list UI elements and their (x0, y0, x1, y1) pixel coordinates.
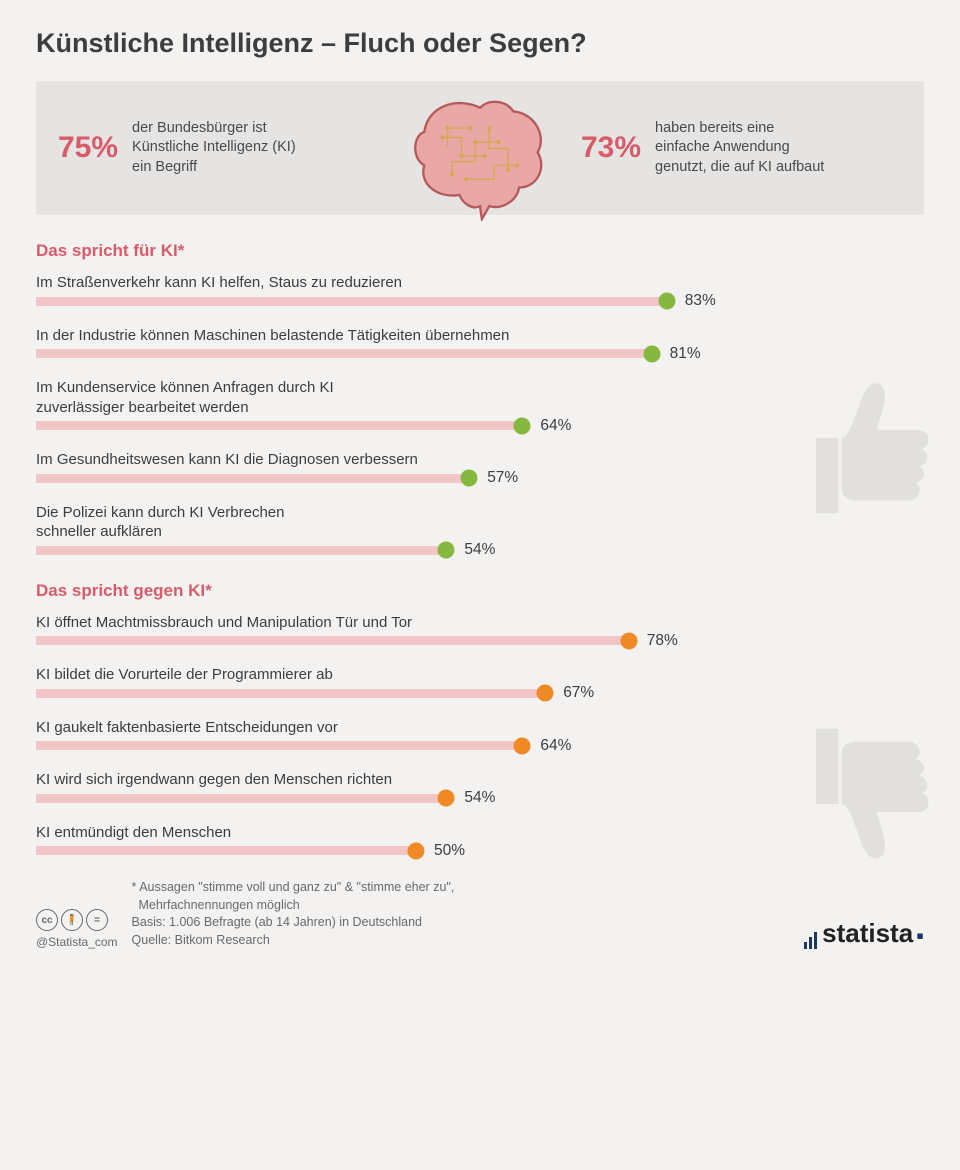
bar-value: 78% (647, 632, 678, 650)
hero-right-text: haben bereits eine einfache Anwendung ge… (655, 119, 824, 178)
bar-row: KI bildet die Vorurteile der Programmier… (36, 665, 924, 698)
brain-icon (395, 91, 565, 221)
bar-fill (36, 689, 545, 698)
statista-text: statista (822, 918, 913, 949)
bar-fill (36, 794, 446, 803)
bar-track: 64% (36, 741, 924, 750)
bar-track: 57% (36, 474, 924, 483)
bar-fill (36, 741, 522, 750)
section-for-title: Das spricht für KI* (36, 241, 924, 261)
section-for: Das spricht für KI* Im Straßenverkehr ka… (36, 241, 924, 555)
bar-label: Im Kundenservice können Anfragen durch K… (36, 378, 924, 417)
bar-value: 50% (434, 842, 465, 860)
bar-label: Die Polizei kann durch KI Verbrechen sch… (36, 503, 924, 542)
bar-value: 81% (670, 345, 701, 363)
bar-fill (36, 546, 446, 555)
page-title: Künstliche Intelligenz – Fluch oder Sege… (36, 28, 924, 59)
bar-track: 64% (36, 421, 924, 430)
bar-row: Die Polizei kann durch KI Verbrechen sch… (36, 503, 924, 555)
bar-row: KI wird sich irgendwann gegen den Mensch… (36, 770, 924, 803)
bar-dot (643, 345, 660, 362)
bar-label: KI wird sich irgendwann gegen den Mensch… (36, 770, 924, 790)
bar-value: 57% (487, 469, 518, 487)
bar-dot (514, 417, 531, 434)
bar-dot (658, 293, 675, 310)
bar-fill (36, 474, 469, 483)
hero-panel: 75% der Bundesbürger ist Künstliche Inte… (36, 81, 924, 215)
license-block: cc 🧍 = @Statista_com (36, 909, 118, 949)
hero-right-pct: 73% (581, 131, 641, 165)
bar-dot (438, 542, 455, 559)
bar-track: 78% (36, 636, 924, 645)
bar-dot (537, 685, 554, 702)
bar-row: In der Industrie können Maschinen belast… (36, 326, 924, 359)
hero-stat-left: 75% der Bundesbürger ist Künstliche Inte… (58, 119, 379, 178)
bar-fill (36, 636, 629, 645)
bar-track: 54% (36, 794, 924, 803)
bar-value: 54% (464, 789, 495, 807)
bar-label: KI bildet die Vorurteile der Programmier… (36, 665, 924, 685)
footnote-source: Quelle: Bitkom Research (132, 932, 455, 950)
bar-label: Im Gesundheitswesen kann KI die Diagnose… (36, 450, 924, 470)
by-icon: 🧍 (61, 909, 83, 931)
bar-value: 64% (540, 417, 571, 435)
hero-left-pct: 75% (58, 131, 118, 165)
infographic-page: Künstliche Intelligenz – Fluch oder Sege… (0, 0, 960, 969)
bar-dot (620, 632, 637, 649)
bar-dot (461, 470, 478, 487)
bar-label: KI gaukelt faktenbasierte Entscheidungen… (36, 718, 924, 738)
bar-value: 64% (540, 737, 571, 755)
bar-row: Im Straßenverkehr kann KI helfen, Staus … (36, 273, 924, 306)
statista-logo: statista ▪ (804, 918, 924, 949)
bar-dot (514, 737, 531, 754)
bar-row: Im Gesundheitswesen kann KI die Diagnose… (36, 450, 924, 483)
section-for-bars: Im Straßenverkehr kann KI helfen, Staus … (36, 273, 924, 555)
bar-track: 81% (36, 349, 924, 358)
bar-track: 50% (36, 846, 924, 855)
hero-left-text: der Bundesbürger ist Künstliche Intellig… (132, 119, 296, 178)
section-against: Das spricht gegen KI* KI öffnet Machtmis… (36, 581, 924, 856)
bar-fill (36, 421, 522, 430)
bar-row: KI entmündigt den Menschen 50% (36, 823, 924, 856)
hero-stat-right: 73% haben bereits eine einfache Anwendun… (581, 119, 902, 178)
bar-track: 83% (36, 297, 924, 306)
bar-track: 54% (36, 546, 924, 555)
nd-icon: = (86, 909, 108, 931)
bar-value: 83% (685, 292, 716, 310)
bar-label: KI öffnet Machtmissbrauch und Manipulati… (36, 613, 924, 633)
bar-row: KI öffnet Machtmissbrauch und Manipulati… (36, 613, 924, 646)
bar-value: 54% (464, 541, 495, 559)
section-against-title: Das spricht gegen KI* (36, 581, 924, 601)
cc-icon: cc (36, 909, 58, 931)
bar-fill (36, 349, 652, 358)
bar-dot (438, 790, 455, 807)
bar-fill (36, 846, 416, 855)
footer: cc 🧍 = @Statista_com * Aussagen "stimme … (36, 879, 924, 949)
bar-row: Im Kundenservice können Anfragen durch K… (36, 378, 924, 430)
bar-row: KI gaukelt faktenbasierte Entscheidungen… (36, 718, 924, 751)
bar-label: KI entmündigt den Menschen (36, 823, 924, 843)
bar-track: 67% (36, 689, 924, 698)
footnote-line2: Mehrfachnennungen möglich (132, 897, 455, 915)
footnote-line1: * Aussagen "stimme voll und ganz zu" & "… (132, 879, 455, 897)
footnote-basis: Basis: 1.006 Befragte (ab 14 Jahren) in … (132, 914, 455, 932)
bar-label: In der Industrie können Maschinen belast… (36, 326, 924, 346)
footnote-text: * Aussagen "stimme voll und ganz zu" & "… (132, 879, 455, 949)
bar-dot (408, 842, 425, 859)
bar-value: 67% (563, 684, 594, 702)
bar-fill (36, 297, 667, 306)
twitter-handle: @Statista_com (36, 935, 118, 949)
bar-label: Im Straßenverkehr kann KI helfen, Staus … (36, 273, 924, 293)
